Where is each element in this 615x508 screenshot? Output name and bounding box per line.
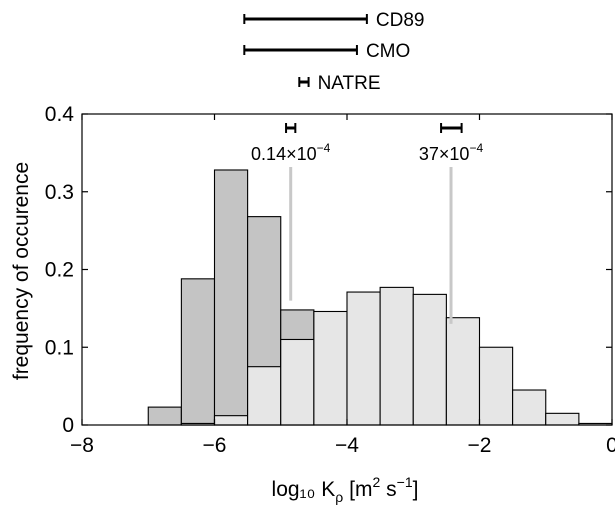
bar-s2-9 [445, 317, 481, 426]
y-tick-label: 0.1 [45, 336, 74, 359]
x-tick-label: −2 [468, 434, 492, 457]
bar-s2-12 [545, 412, 580, 426]
bar-s2-2 [213, 415, 249, 426]
y-tick-label: 0.3 [45, 181, 74, 204]
y-tick-label: 0.4 [45, 103, 75, 126]
x-tick-label: −6 [203, 434, 227, 457]
mean-marker-2-label-mantissa: 37×10 [419, 144, 470, 164]
range-bar-cd89-label: CD89 [376, 10, 425, 31]
bar-s2-5 [313, 310, 348, 426]
bar-s2-4 [280, 338, 315, 426]
x-tick-label: −8 [70, 434, 94, 457]
axis-ticks-group: −8 −6 −4 −2 0 0 0.1 0.2 0.3 0.4 [45, 103, 615, 457]
bars-group [147, 169, 613, 426]
x-axis-label-exp1: 2 [373, 474, 381, 490]
mean-marker-2-label: 37×10−4 [419, 141, 484, 164]
x-tick-label: 0 [606, 434, 615, 457]
bar-s2-6 [346, 291, 381, 426]
range-bar-natre-label: NATRE [318, 73, 381, 94]
bar-s1-2 [180, 278, 216, 426]
bar-s2-3 [247, 366, 282, 426]
bar-s1-1 [147, 406, 182, 426]
bar-s2-11 [512, 389, 547, 426]
y-tick-label: 0.2 [45, 259, 74, 282]
x-tick-label: −4 [335, 434, 359, 457]
mean-marker-1-label-mantissa: 0.14×10 [251, 144, 317, 164]
x-axis-label-main: log₁₀ K [272, 478, 336, 501]
bar-s1-3 [213, 169, 249, 426]
y-tick-label: 0 [62, 414, 74, 437]
mean-marker-1-label-exponent: −4 [317, 141, 331, 155]
range-bar-cmo-label: CMO [366, 41, 410, 62]
x-axis-label-sub: ρ [335, 489, 343, 505]
y-axis-label: frequency of occurence [10, 162, 33, 380]
bar-s2-10 [478, 346, 514, 426]
x-axis-label-mid: s [380, 478, 396, 501]
x-axis-label-exp2: −1 [397, 474, 413, 490]
bar-s2-7 [379, 286, 414, 426]
x-axis-label-unit: [m [349, 478, 372, 501]
mean-marker-2-label-exponent: −4 [469, 141, 483, 155]
x-axis-label-close: ] [413, 478, 419, 501]
mean-marker-1-label: 0.14×10−4 [251, 141, 331, 164]
bar-s2-8 [412, 293, 447, 426]
range-bars-group: CD89 CMO NATRE [243, 10, 425, 94]
mean-markers-group: 0.14×10−4 37×10−4 [251, 123, 483, 324]
x-axis-label: log₁₀ Kρ [m2 s−1] [272, 474, 419, 505]
